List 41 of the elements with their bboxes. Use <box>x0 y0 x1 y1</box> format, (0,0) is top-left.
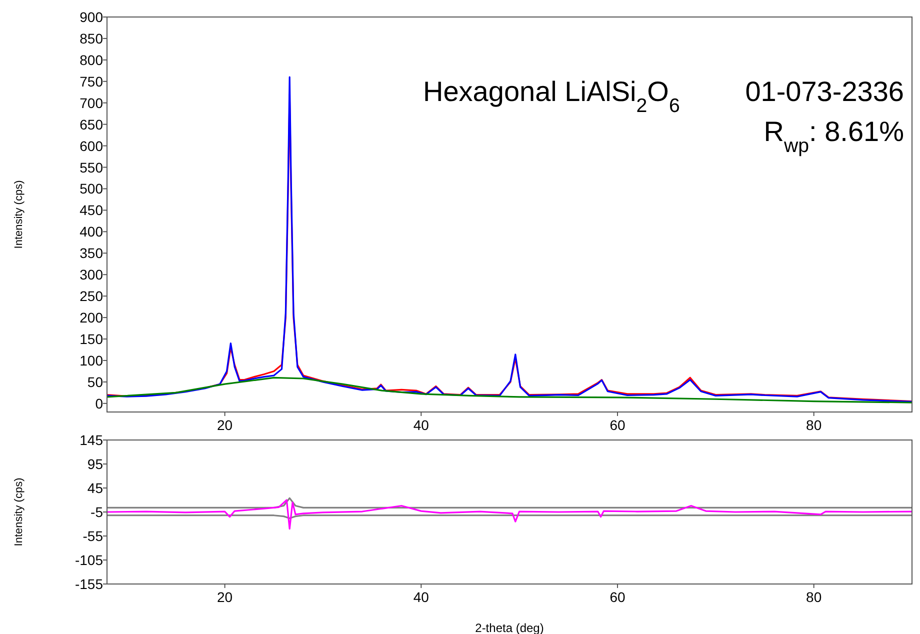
y-tick-label: 0 <box>95 395 104 412</box>
y-tick-label: 95 <box>87 456 104 472</box>
y-tick-label: 550 <box>80 159 104 176</box>
y-tick-label: 45 <box>87 480 104 496</box>
y-tick-label: 900 <box>80 9 104 25</box>
x-tick-label: 60 <box>610 589 626 605</box>
y-tick-label: 800 <box>80 52 104 68</box>
y-tick-label: 145 <box>80 432 104 448</box>
annotation: 01-073-2336 <box>745 76 904 107</box>
x-tick-label: 40 <box>413 417 430 433</box>
annotation: Hexagonal LiAlSi$_{2}$O$_{6}$ <box>423 76 680 117</box>
line-series <box>107 499 912 530</box>
y-tick-label: 400 <box>80 224 104 240</box>
x-tick-label: 60 <box>610 417 626 433</box>
y-tick-label: 850 <box>80 30 104 46</box>
y-tick-label: 450 <box>80 202 104 218</box>
y-tick-label: 200 <box>80 310 104 326</box>
y-tick-label: 500 <box>80 180 104 197</box>
y-tick-label: 750 <box>80 73 104 90</box>
y-tick-label: 350 <box>80 245 104 262</box>
y-tick-label: 50 <box>87 374 104 390</box>
y-tick-label: 250 <box>80 288 104 304</box>
x-tick-label: 20 <box>217 417 233 433</box>
y-tick-label: -105 <box>74 552 104 568</box>
y-tick-label: -155 <box>74 576 104 592</box>
y-tick-label: -5 <box>90 504 104 520</box>
y-axis-title: Intensity (cps) <box>13 478 25 546</box>
y-tick-label: -55 <box>82 528 104 544</box>
y-tick-label: 600 <box>80 138 104 154</box>
y-tick-label: 300 <box>80 266 104 283</box>
x-tick-label: 80 <box>806 417 822 433</box>
x-tick-label: 40 <box>413 589 430 605</box>
x-tick-label: 80 <box>806 589 822 605</box>
x-tick-label: 20 <box>217 589 233 605</box>
y-tick-label: 700 <box>80 94 104 111</box>
y-tick-label: 650 <box>80 116 104 132</box>
annotation: R$_{wp}$: 8.61% <box>764 116 904 157</box>
y-tick-label: 150 <box>80 331 104 348</box>
y-tick-label: 100 <box>80 352 104 368</box>
y-axis-title: Intensity (cps) <box>13 180 25 249</box>
line-series <box>107 376 912 404</box>
